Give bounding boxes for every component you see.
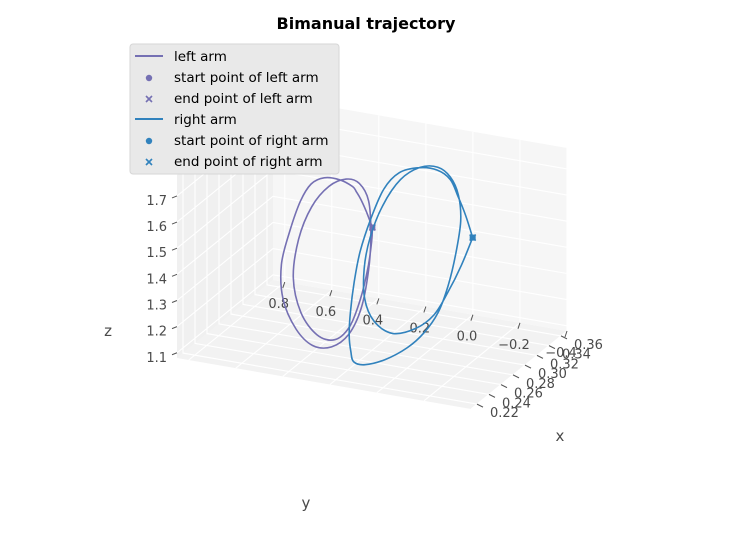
z-tick-label: 1.4 [146,272,167,287]
legend-item: right arm [135,112,237,128]
back-pane-x [273,97,567,331]
z-tick-label: 1.7 [146,194,167,209]
y-axis-label: y [302,494,311,512]
y-tick-label: −0.4 [545,346,577,361]
legend-items: left arm start point of left arm end point… [135,49,329,170]
grid-line-x [194,160,490,395]
grid-line-y [423,139,521,402]
grid-line-z [176,195,568,275]
legend-box [129,43,340,175]
x-tick [488,393,496,398]
y-tick [470,314,474,321]
grid-line-z [176,248,568,328]
x-axis-label: x [556,427,565,445]
legend-item: left arm [135,49,227,65]
right-arm-line [348,165,474,366]
legend-label: left arm [174,49,227,65]
y-tick [282,281,286,289]
x-tick-label: 0.26 [514,387,543,402]
x-tick [524,364,532,369]
tick-marks [171,195,568,408]
grid-line-x [182,170,478,405]
legend-circle-swatch [145,74,153,82]
z-tick-label: 1.1 [146,351,167,366]
grid-line-x [206,150,502,386]
end-marker-stroke [469,234,477,242]
right-arm-end-marker [469,234,477,242]
z-tick [171,195,178,199]
grid-line-x [218,140,514,376]
legend-label: right arm [174,112,237,128]
x-tick [512,374,520,379]
legend-item: end point of left arm [145,91,313,107]
x-tick-label: 0.28 [526,377,555,392]
legend: left arm start point of left arm end point… [129,43,340,175]
x-tick [500,384,508,389]
left-arm-line [279,176,374,349]
z-tick [171,273,178,277]
floor-pane [177,280,567,409]
z-axis-label: z [104,322,112,340]
legend-x-swatch [145,158,153,166]
x-tick-label: 0.24 [502,396,531,411]
legend-item: end point of right arm [145,154,323,170]
x-tick-label: 0.36 [574,338,603,353]
x-tick [560,335,568,340]
y-tick-label: −0.2 [498,338,530,353]
z-tick [171,352,178,356]
x-tick [548,345,556,350]
grid-line-x [230,131,526,366]
y-tick [564,330,568,338]
z-tick [171,247,178,251]
legend-label: end point of left arm [174,91,313,107]
series-layer [279,165,477,366]
y-tick-label: 0.0 [457,330,478,345]
x-tick-label: 0.32 [550,357,579,372]
z-tick-label: 1.5 [146,246,167,261]
chart-title: Bimanual trajectory [277,14,456,33]
z-tick [171,326,178,330]
y-tick [517,322,521,329]
legend-x-swatch [145,95,153,103]
grid-line-z [176,221,568,301]
y-tick [376,298,380,305]
y-tick [423,306,427,313]
z-tick-label: 1.2 [146,325,167,340]
legend-label: end point of right arm [174,154,323,170]
x-tick-label: 0.22 [490,406,519,421]
x-tick [476,403,484,408]
legend-label: start point of right arm [174,133,329,149]
grid-line-z [176,274,568,354]
z-tick [171,300,178,303]
x-tick-label: 0.30 [538,367,567,382]
grid-line-x [242,121,538,356]
legend-item: start point of right arm [145,133,329,149]
grid-line-y [329,123,427,385]
legend-item: start point of left arm [145,70,319,86]
legend-label: start point of left arm [174,70,319,86]
legend-circle-swatch [145,137,153,145]
y-tick-label: 0.2 [410,322,431,337]
x-tick [536,354,544,359]
x-tick-label: 0.34 [562,348,591,363]
z-tick-label: 1.3 [146,298,167,313]
y-tick-label: 0.6 [315,305,336,320]
y-tick [329,290,333,297]
tick-labels: 0.220.240.260.280.300.320.340.360.80.60.… [146,194,603,421]
z-tick [171,221,178,225]
z-tick-label: 1.6 [146,220,167,235]
